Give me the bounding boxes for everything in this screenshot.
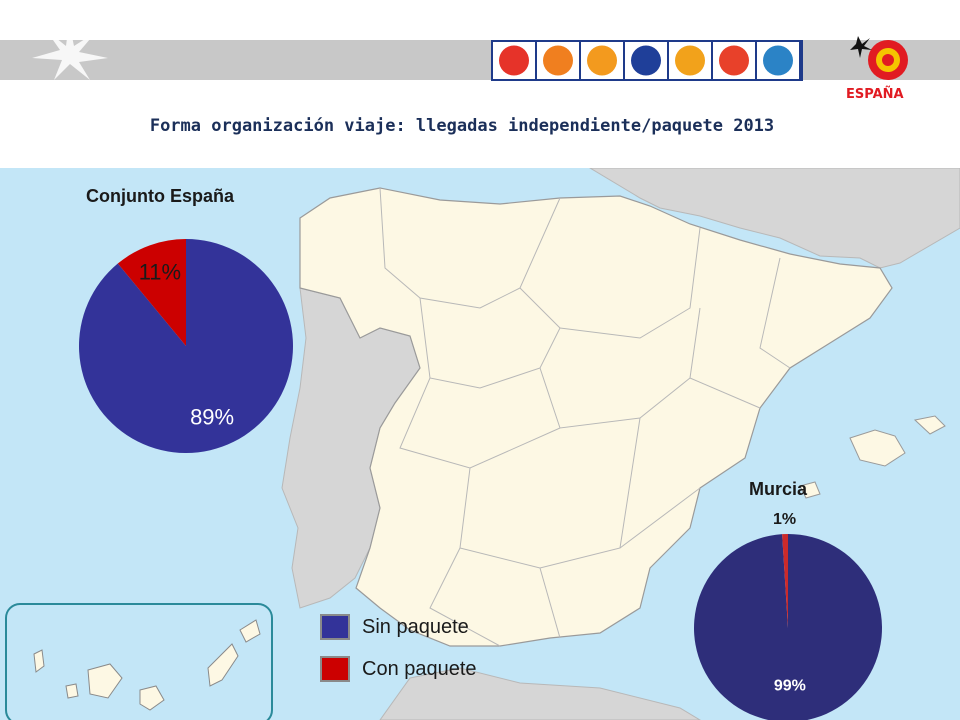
sun-logo-icon — [719, 45, 749, 76]
legend-swatch-sin-paquete — [320, 614, 350, 640]
legend-item-con-paquete: Con paquete — [320, 655, 477, 683]
sun-logo-icon — [587, 45, 617, 76]
logo-text: ESPAÑA — [846, 86, 904, 102]
france-region — [589, 168, 960, 269]
canary-islands — [33, 619, 261, 711]
sun-logo-icon — [631, 45, 661, 76]
balearic-islands — [799, 415, 946, 499]
header-bar: ESPAÑA Forma organización viaje: llegada… — [0, 0, 960, 168]
slide-title: Forma organización viaje: llegadas indep… — [149, 116, 775, 136]
province-borders — [379, 187, 791, 647]
espana-logo-icon: ESPAÑA — [846, 36, 908, 102]
sun-logo-icon — [675, 45, 705, 76]
legend-label-con-paquete: Con paquete — [362, 657, 477, 680]
legend-swatch-con-paquete — [320, 656, 350, 682]
legend-label-sin-paquete: Sin paquete — [362, 615, 469, 638]
header-gray-band — [0, 40, 960, 80]
legend-item-sin-paquete: Sin paquete — [320, 613, 469, 641]
sun-logo-icon — [763, 45, 793, 76]
sun-logo-icon — [499, 45, 529, 76]
sun-logos-strip — [491, 40, 803, 81]
star-decoration-icon — [32, 22, 108, 80]
chart-title-murcia: Murcia — [749, 479, 808, 499]
chart-title-espana: Conjunto España — [86, 186, 234, 206]
sun-logo-icon — [543, 45, 573, 76]
spain-map — [0, 168, 960, 720]
